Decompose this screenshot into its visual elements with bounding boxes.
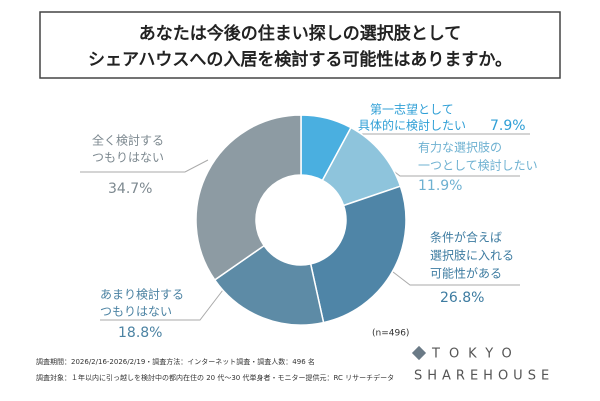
title-box <box>39 11 561 79</box>
category-label: 可能性がある <box>430 266 502 281</box>
logo: TOKYO <box>431 347 521 362</box>
value-label: 18.8% <box>118 325 162 341</box>
sample-size: (n=496) <box>372 329 409 339</box>
value-label: 7.9% <box>490 118 526 134</box>
slice <box>309 185 407 324</box>
value-label: 34.7% <box>108 181 152 197</box>
category-label: 条件が合えば <box>430 230 502 245</box>
leader-line <box>80 159 209 173</box>
chart-title: あなたは今後の住まい探しの選択肢として <box>139 23 462 44</box>
leader-line <box>100 285 227 321</box>
category-label: 有力な選択肢の <box>418 140 502 155</box>
category-label: 全く検討する <box>92 133 164 148</box>
category-label: 第一志望として <box>370 103 454 117</box>
slice <box>213 244 325 326</box>
slice <box>195 114 302 281</box>
value-label: 26.8% <box>440 290 484 306</box>
note: 調査期間：2026/2/16-2026/2/19・調査方法：インターネット調査・… <box>36 357 315 366</box>
chart-title: シェアハウスへの入居を検討する可能性はありますか。 <box>88 49 512 70</box>
logo: SHAREHOUSE <box>414 369 554 384</box>
category-label: 選択肢に入れる <box>430 248 514 263</box>
value-label: 11.9% <box>418 178 462 194</box>
category-label: 一つとして検討したい <box>418 158 538 173</box>
logo-mark <box>411 345 427 361</box>
category-label: 具体的に検討したい <box>358 118 466 133</box>
category-label: あまり検討する <box>100 287 184 302</box>
note: 調査対象：１年以内に引っ越しを検討中の都内在住の 20 代～30 代単身者・モニ… <box>36 373 394 382</box>
category-label: つもりはない <box>100 305 172 319</box>
category-label: つもりはない <box>92 151 164 165</box>
